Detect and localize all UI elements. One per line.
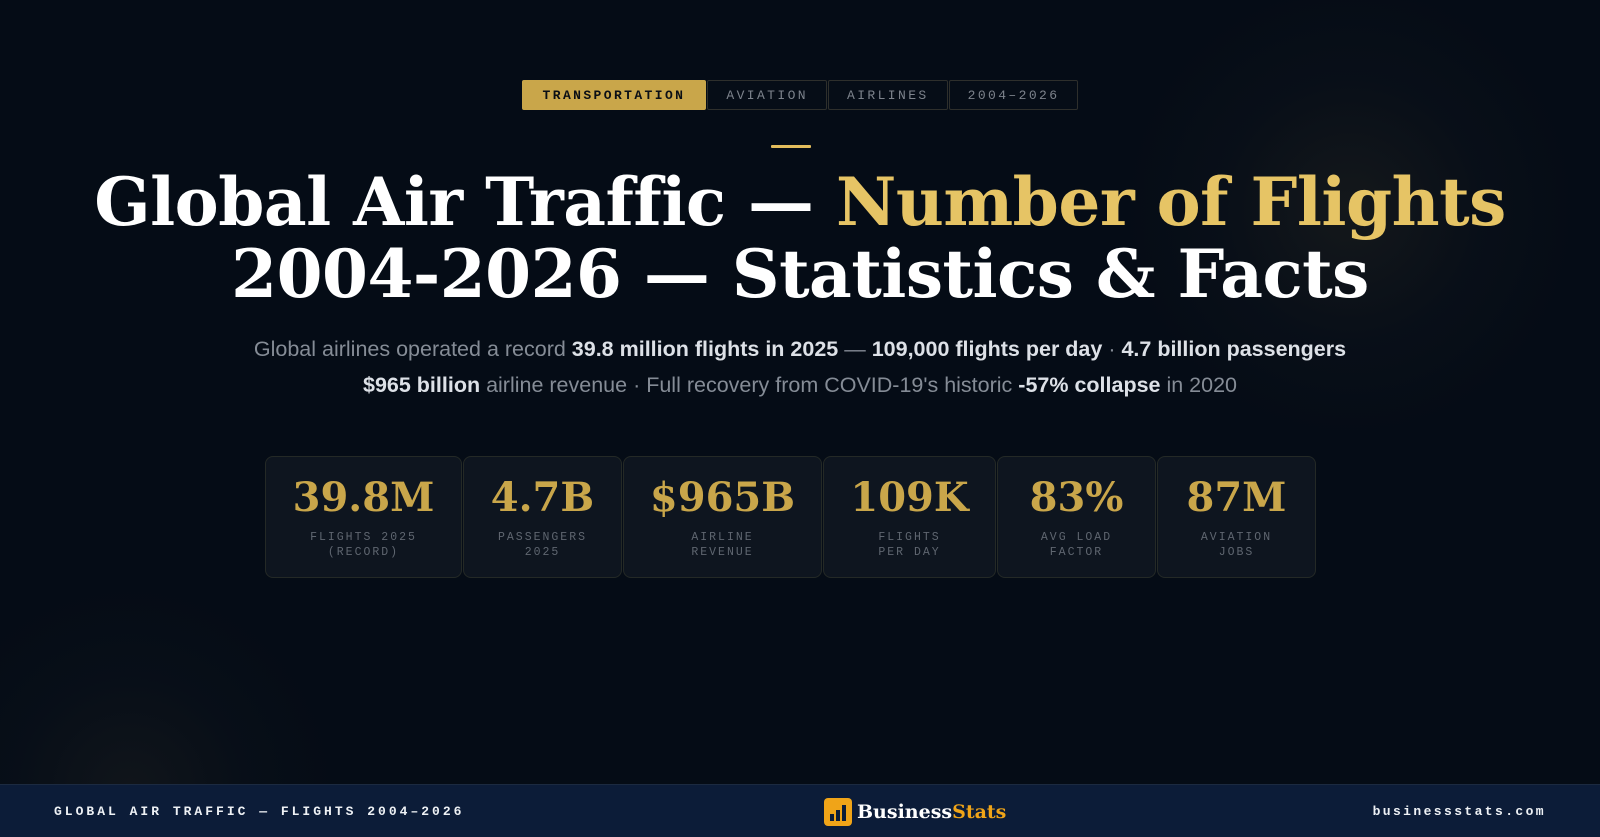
accent-divider — [771, 145, 811, 148]
subtitle-highlight: 4.7 billion passengers — [1121, 337, 1347, 361]
tag-airlines[interactable]: AIRLINES — [828, 80, 948, 110]
stat-value: 83% — [1029, 474, 1124, 521]
stat-value: 39.8M — [292, 474, 435, 521]
stat-card-jobs: 87M AVIATION JOBS — [1157, 456, 1316, 578]
bar-chart-icon — [824, 798, 852, 826]
brand-logo[interactable]: BusinessStats — [824, 798, 1006, 826]
stat-value: 87M — [1186, 474, 1287, 521]
title-prefix: Global Air Traffic — — [94, 163, 837, 241]
brand-name: BusinessStats — [857, 801, 1006, 823]
stat-card-flights: 39.8M FLIGHTS 2025 (RECORD) — [265, 456, 462, 578]
subtitle: Global airlines operated a record 39.8 m… — [0, 331, 1600, 403]
stat-label: PASSENGERS 2025 — [497, 531, 587, 559]
footer-url-link[interactable]: businessstats.com — [1372, 803, 1546, 819]
subtitle-text: · — [1102, 337, 1122, 361]
subtitle-highlight: 109,000 flights per day — [871, 337, 1103, 361]
stats-row: 39.8M FLIGHTS 2025 (RECORD) 4.7B PASSENG… — [265, 456, 1316, 578]
brand-primary: Business — [857, 801, 953, 823]
stat-label: AVIATION JOBS — [1200, 531, 1273, 559]
stat-value: $965B — [649, 474, 796, 521]
category-tags: TRANSPORTATION AVIATION AIRLINES 2004–20… — [0, 80, 1600, 110]
stat-card-passengers: 4.7B PASSENGERS 2025 — [463, 456, 622, 578]
stat-label: FLIGHTS PER DAY — [878, 531, 941, 559]
subtitle-text: in 2020 — [1160, 373, 1238, 397]
subtitle-highlight: 39.8 million flights in 2025 — [571, 337, 839, 361]
stat-value: 109K — [850, 474, 969, 521]
subtitle-text: Global airlines operated a record — [253, 337, 572, 361]
stat-label: FLIGHTS 2025 (RECORD) — [310, 531, 417, 559]
subtitle-text: airline revenue · Full recovery from COV… — [480, 373, 1019, 397]
tag-transportation[interactable]: TRANSPORTATION — [521, 80, 707, 110]
stat-label: AIRLINE REVENUE — [691, 531, 754, 559]
footer: GLOBAL AIR TRAFFIC — FLIGHTS 2004–2026 B… — [0, 784, 1600, 837]
stat-label: AVG LOAD FACTOR — [1040, 531, 1113, 559]
subtitle-highlight: -57% collapse — [1018, 373, 1161, 397]
tag-aviation[interactable]: AVIATION — [707, 80, 827, 110]
subtitle-text: — — [838, 337, 872, 361]
subtitle-line2: $965 billion airline revenue · Full reco… — [0, 367, 1600, 403]
title-highlight: Number of Flights — [836, 163, 1506, 241]
stat-card-revenue: $965B AIRLINE REVENUE — [623, 456, 822, 578]
page-title: Global Air Traffic — Number of Flights 2… — [0, 166, 1600, 310]
title-line2: 2004-2026 — Statistics & Facts — [231, 235, 1369, 313]
stat-value: 4.7B — [490, 474, 595, 521]
stat-card-flights-per-day: 109K FLIGHTS PER DAY — [823, 456, 996, 578]
brand-accent: Stats — [952, 801, 1007, 823]
subtitle-line1: Global airlines operated a record 39.8 m… — [0, 331, 1600, 367]
stat-card-load-factor: 83% AVG LOAD FACTOR — [997, 456, 1156, 578]
subtitle-highlight: $965 billion — [362, 373, 481, 397]
footer-title: GLOBAL AIR TRAFFIC — FLIGHTS 2004–2026 — [54, 803, 465, 819]
tag-years[interactable]: 2004–2026 — [948, 80, 1079, 110]
